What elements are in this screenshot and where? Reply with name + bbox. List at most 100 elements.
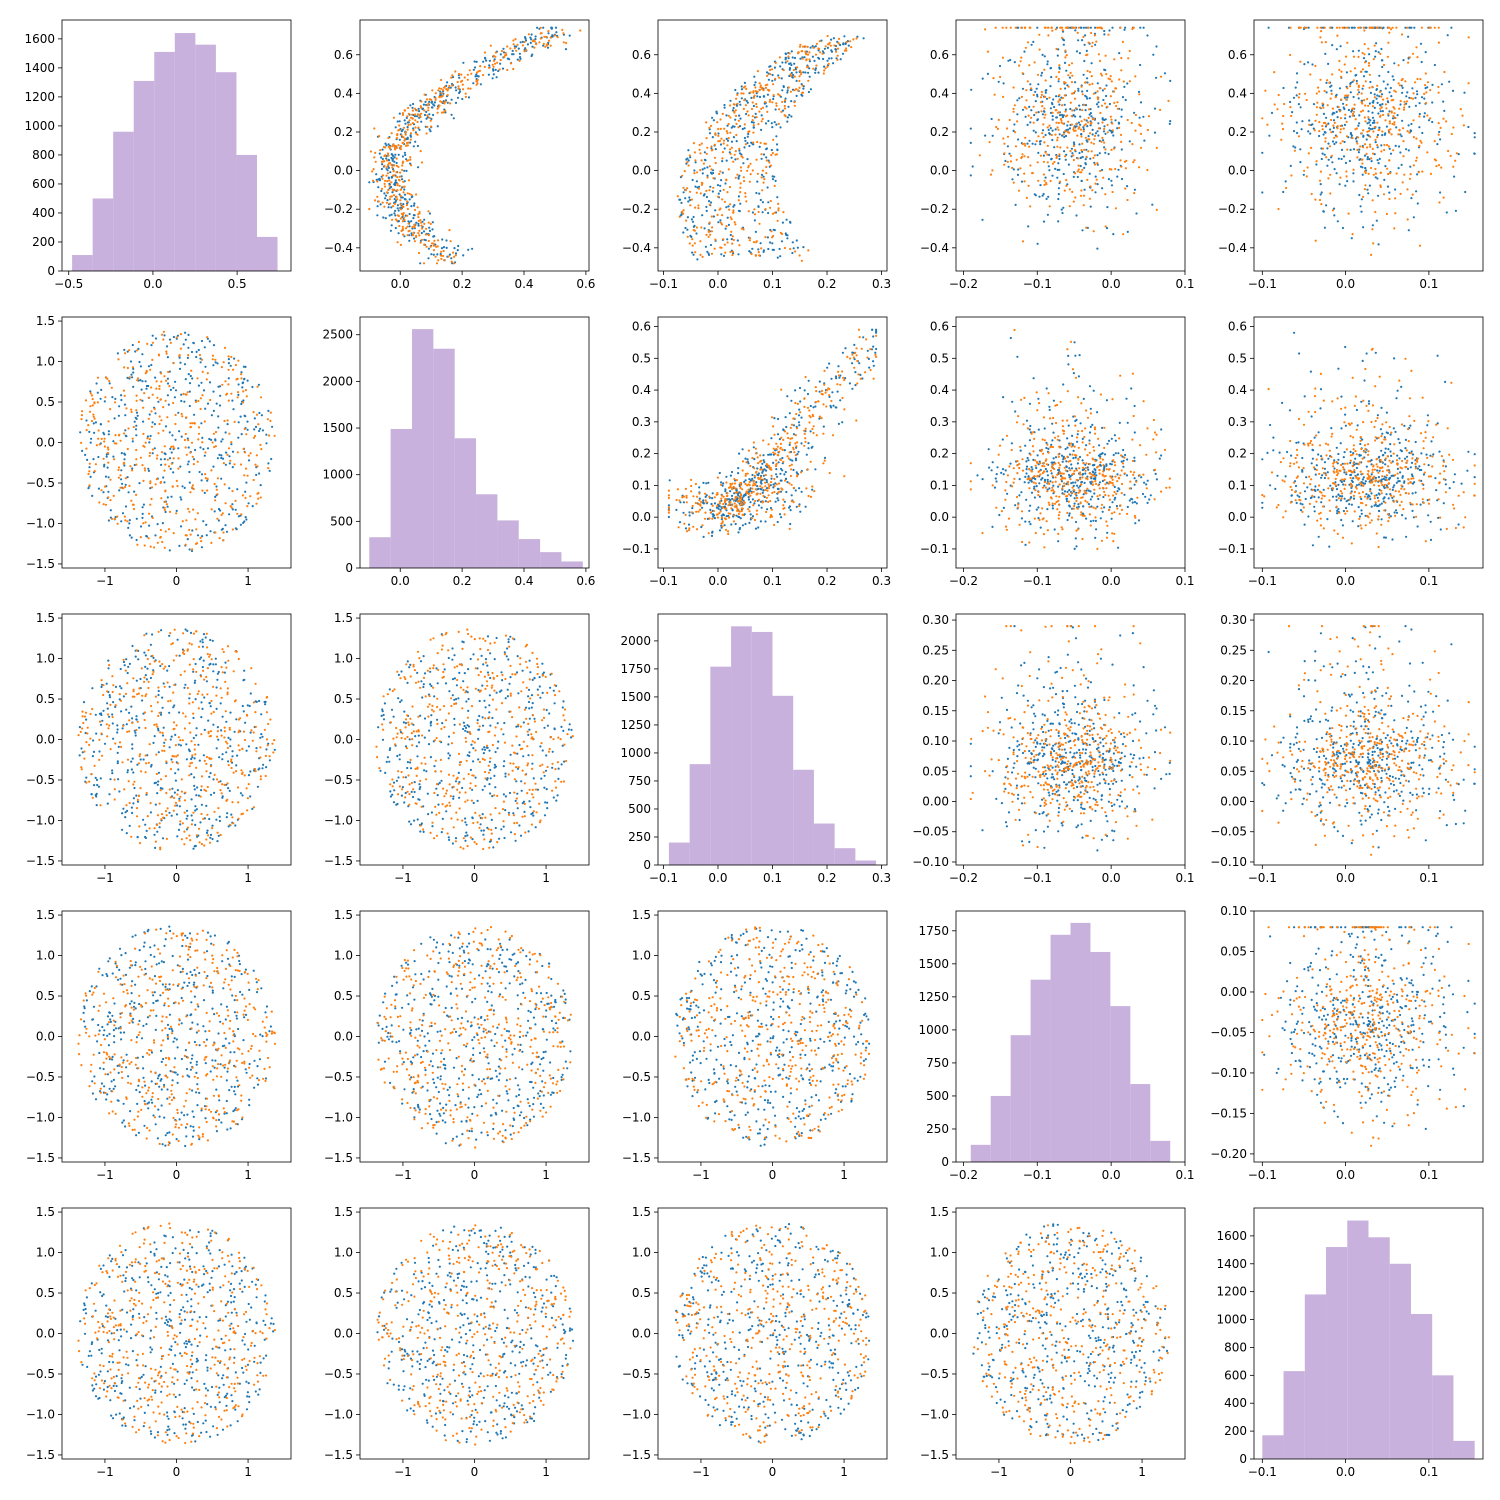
panel-r1-c2-scatter-point-series_b xyxy=(445,88,448,91)
panel-r1-c2-scatter-point-series_a xyxy=(381,163,384,166)
panel-r2-c3-scatter-point-series_b xyxy=(720,497,723,500)
panel-r2-c1-scatter-point-series_b xyxy=(241,401,245,404)
panel-r1-c3-scatter-point-series_a xyxy=(775,135,778,138)
panel-r1-c4-scatter-point-series_a xyxy=(1133,188,1136,191)
panel-r2-c1-scatter-point-series_a xyxy=(89,441,92,444)
panel-r1-c3-scatter-point-series_a xyxy=(788,74,791,78)
panel-r1-c4-scatter-point-series_b xyxy=(1077,26,1080,29)
panel-r1-c2-scatter-point-series_a xyxy=(412,102,415,106)
panel-r1-c5-scatter-point-series_b xyxy=(1389,172,1392,175)
panel-r1-c5-scatter-point-series_b xyxy=(1372,130,1375,133)
panel-r2-c1-scatter-point-series_a xyxy=(169,467,172,470)
panel-r1-c4-scatter-point-series_a xyxy=(990,117,993,121)
panel-r2-c1-scatter-point-series_b xyxy=(150,425,154,428)
panel-r2-c1-scatter-point-series_a xyxy=(162,476,165,479)
panel-r1-c4-scatter-point-series_b xyxy=(1139,146,1143,149)
panel-r2-c2-hist-ytick-label: 0 xyxy=(345,561,353,575)
panel-r1-c4-scatter-point-series_a xyxy=(1066,124,1069,127)
panel-r1-c4-scatter-point-series_a xyxy=(1169,79,1172,82)
panel-r1-c3-scatter-point-series_a xyxy=(765,105,768,108)
panel-r1-c4-scatter-point-series_a xyxy=(1007,59,1010,62)
panel-r2-c1-scatter-point-series_b xyxy=(211,441,214,444)
panel-r1-c2-scatter-point-series_a xyxy=(452,117,455,120)
panel-r1-c3-scatter-point-series_a xyxy=(774,179,777,182)
panel-r2-c1-scatter-point-series_b xyxy=(234,499,237,502)
panel-r2-c1-scatter-point-series_a xyxy=(203,346,206,349)
panel-r1-c2-scatter-point-series_a xyxy=(524,39,528,42)
panel-r2-c1-scatter-point-series_a xyxy=(245,481,248,484)
panel-r1-c4-scatter-point-series_b xyxy=(1061,104,1064,107)
panel-r1-c3-scatter-point-series_b xyxy=(714,132,717,135)
panel-r1-c5-scatter-point-series_b xyxy=(1437,122,1440,125)
panel-r1-c3-scatter-point-series_b xyxy=(828,41,831,44)
panel-r2-c1-scatter-point-series_a xyxy=(141,353,144,356)
panel-r1-c5-scatter-point-series_b xyxy=(1289,26,1292,29)
panel-r2-c1-scatter-point-series_a xyxy=(246,428,249,431)
panel-r1-c3-scatter-point-series_b xyxy=(682,186,685,189)
panel-r1-c4-scatter-point-series_a xyxy=(1004,159,1007,163)
panel-r1-c3-scatter-point-series_b xyxy=(770,230,773,233)
panel-r2-c2-hist-bar xyxy=(390,428,412,568)
panel-r1-c5-scatter-point-series_b xyxy=(1352,79,1355,82)
panel-r1-c4-scatter-point-series_b xyxy=(1104,54,1107,57)
panel-r2-c3-scatter-point-series_b xyxy=(806,406,810,409)
panel-r1-c3-scatter-point-series_a xyxy=(752,121,755,124)
panel-r1-c4-scatter-point-series_b xyxy=(1134,113,1137,117)
panel-r2-c2-hist-xtick-label: 0.0 xyxy=(391,574,410,588)
panel-r2-c1-scatter-point-series_b xyxy=(142,479,145,482)
panel-r1-c4-scatter-point-series_a xyxy=(1063,150,1066,153)
panel-r2-c1-scatter-point-series_b xyxy=(222,462,225,465)
panel-r1-c4-scatter-point-series_a xyxy=(1169,120,1172,123)
panel-r2-c1-scatter-point-series_a xyxy=(131,467,134,470)
panel-r1-c5-scatter-point-series_b xyxy=(1305,175,1308,178)
panel-r2-c1-scatter-point-series_b xyxy=(214,499,217,502)
panel-r1-c5-scatter-point-series_a xyxy=(1368,184,1371,187)
panel-r2-c1-scatter-point-series_b xyxy=(130,499,133,502)
panel-r1-c2-scatter-point-series_b xyxy=(399,217,402,220)
panel-r1-c2-scatter-point-series_b xyxy=(388,184,391,187)
panel-r1-c2-scatter-point-series_b xyxy=(401,220,404,223)
panel-r1-c2-scatter-point-series_a xyxy=(390,224,393,227)
panel-r2-c3-scatter-point-series_b xyxy=(761,486,764,489)
panel-r2-c1-scatter-point-series_a xyxy=(168,338,172,341)
panel-r2-c3-scatter-point-series_a xyxy=(687,523,691,526)
panel-r1-c5-scatter-point-series_a xyxy=(1401,91,1404,94)
panel-r1-c3-scatter-point-series_b xyxy=(756,90,759,93)
panel-r2-c1-scatter-point-series_a xyxy=(259,484,262,487)
panel-r2-c3-scatter-point-series_b xyxy=(815,434,818,437)
panel-r2-c3-scatter-point-series_a xyxy=(794,389,797,392)
panel-r1-c4-scatter-point-series_b xyxy=(1126,198,1129,202)
panel-r1-c5-scatter-point-series_a xyxy=(1431,101,1434,104)
panel-r1-c4-scatter-point-series_a xyxy=(1080,179,1083,182)
panel-r1-c5-scatter-point-series_a xyxy=(1295,72,1299,75)
panel-r1-c3-scatter-point-series_b xyxy=(710,145,713,148)
panel-r2-c3-scatter-point-series_b xyxy=(808,421,811,424)
panel-r1-c2-scatter-point-series_b xyxy=(420,100,423,103)
panel-r1-c5-scatter-point-series_a xyxy=(1326,164,1329,167)
panel-r1-c4-scatter-point-series_a xyxy=(1081,155,1084,159)
panel-r1-c2-scatter-point-series_b xyxy=(489,44,492,47)
panel-r2-c3-scatter-point-series_a xyxy=(720,514,723,517)
panel-r1-c3-scatter-point-series_a xyxy=(693,169,696,172)
panel-r1-c2-scatter-point-series_a xyxy=(408,198,411,201)
panel-r2-c1-scatter-point-series_a xyxy=(134,416,137,419)
panel-r1-c4-scatter-point-series_b xyxy=(1025,107,1028,110)
panel-r1-c5-scatter-point-series_a xyxy=(1404,26,1407,29)
panel-r1-c4-scatter-point-series_a xyxy=(1080,133,1083,136)
panel-r1-c4-scatter-point-series_a xyxy=(1074,115,1077,118)
panel-r1-c3-scatter-point-series_b xyxy=(796,66,799,69)
panel-r1-c2-scatter-point-series_a xyxy=(413,115,417,118)
panel-r1-c4-scatter-point-series_b xyxy=(1081,109,1084,112)
panel-r2-c1-scatter-point-series_b xyxy=(89,405,92,408)
panel-r2-c1-scatter-point-series_b xyxy=(151,448,154,451)
panel-r1-c5-scatter-point-series_a xyxy=(1440,83,1443,86)
panel-r1-c3-scatter-point-series_b xyxy=(758,89,761,92)
panel-r1-c2-scatter-point-series_a xyxy=(391,159,394,162)
panel-r1-c4-scatter-point-series_a xyxy=(1018,97,1021,100)
panel-r2-c1-scatter-point-series_a xyxy=(219,394,222,397)
panel-r2-c3-scatter-point-series_a xyxy=(756,467,759,470)
panel-r1-c5-scatter-point-series_a xyxy=(1270,111,1274,114)
panel-r2-c1-scatter-point-series_a xyxy=(148,441,151,444)
panel-r1-c3-scatter-point-series_a xyxy=(768,65,771,68)
panel-r1-c2-scatter-point-series_b xyxy=(420,227,424,230)
